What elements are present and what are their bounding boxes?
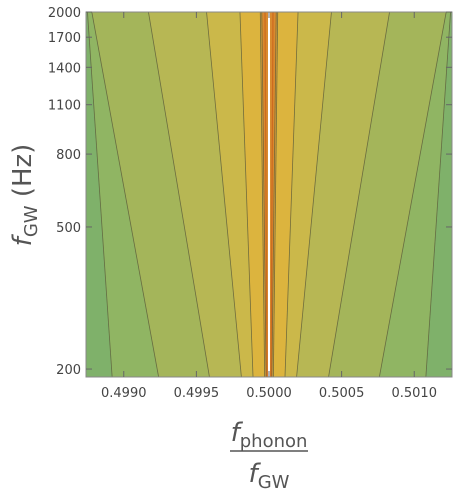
contour-line — [272, 12, 279, 377]
y-tick-label: 1400 — [48, 61, 81, 76]
contour-line — [271, 12, 277, 377]
y-axis-title-sub: GW — [21, 205, 42, 237]
x-tick-label: 0.4995 — [174, 386, 220, 401]
y-axis-ticks: 200 500 800 1100 1400 1700 2000 — [48, 6, 452, 378]
contour-line — [378, 12, 447, 377]
x-tick-label: 0.5010 — [391, 386, 437, 401]
x-axis-ticks: 0.4990 0.4995 0.5000 0.5005 0.5010 — [101, 12, 437, 401]
x-tick-label: 0.5005 — [319, 386, 365, 401]
y-tick-label: 1100 — [48, 99, 81, 114]
x-axis-title-numerator: fphonon — [231, 418, 308, 452]
contour-line — [259, 12, 266, 377]
x-axis-denominator-sub: GW — [258, 472, 290, 493]
contour-line — [296, 12, 332, 377]
contour-lines — [87, 12, 451, 377]
x-tick-label: 0.4990 — [101, 386, 147, 401]
x-tick-label: 0.5000 — [246, 386, 292, 401]
center-contour-line — [270, 12, 274, 377]
contour-line — [261, 12, 267, 377]
x-axis-numerator-sub: phonon — [240, 431, 308, 452]
contour-line — [284, 12, 299, 377]
y-tick-label: 2000 — [48, 6, 81, 21]
center-contour-line — [264, 12, 268, 377]
center-line — [264, 12, 274, 377]
y-axis-title-suffix: (Hz) — [8, 144, 38, 206]
contour-line — [148, 12, 210, 377]
contour-line — [239, 12, 254, 377]
y-axis-title: fGW (Hz) — [8, 144, 42, 247]
y-tick-label: 500 — [56, 221, 81, 236]
contour-line — [206, 12, 242, 377]
y-tick-label: 800 — [56, 148, 81, 163]
contour-line — [87, 12, 113, 377]
y-tick-label: 200 — [56, 363, 81, 378]
x-axis-title-denominator: fGW — [249, 459, 290, 493]
contour-line — [328, 12, 390, 377]
contour-line — [91, 12, 160, 377]
contour-line — [425, 12, 451, 377]
y-tick-label: 1700 — [48, 31, 81, 46]
